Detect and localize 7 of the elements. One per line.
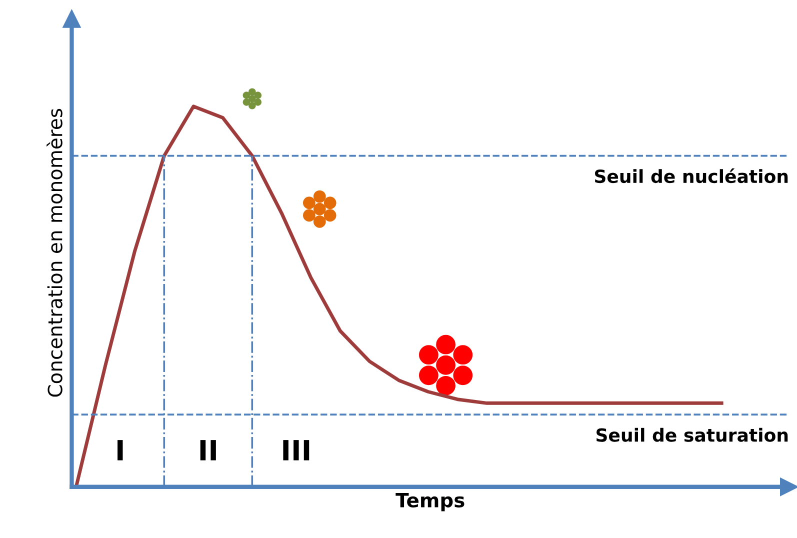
annotation: II [200,440,216,460]
ref-line-label: Seuil de nucléation [594,168,788,184]
y-axis-title: Concentration en monomères [46,108,62,397]
x-axis-title: Temps [396,493,464,512]
annotation: III [283,440,310,460]
ref-line-label: Seuil de saturation [596,428,788,442]
annotation: I [118,440,123,460]
